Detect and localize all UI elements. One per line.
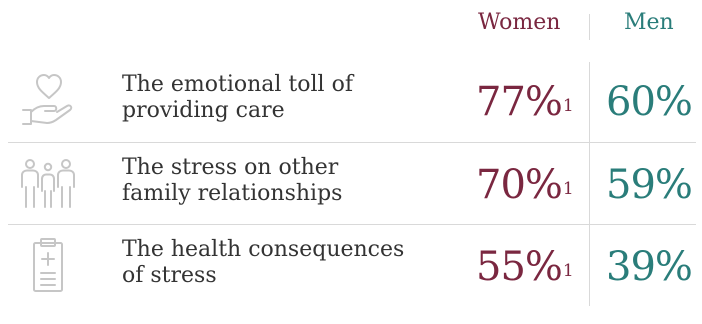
- row-label: The stress on other family relationships: [122, 155, 422, 207]
- row-label: The health consequences of stress: [122, 237, 422, 289]
- table-row: The emotional toll of providing care 77%…: [0, 60, 702, 140]
- footnote-marker: 1: [562, 179, 574, 199]
- row-divider: [8, 224, 696, 225]
- women-percent: 70%: [476, 162, 563, 208]
- table-row: The health consequences of stress 55%1 3…: [0, 225, 702, 305]
- column-divider: [589, 62, 590, 306]
- row-label: The emotional toll of providing care: [122, 72, 422, 124]
- column-header-men: Men: [624, 10, 674, 35]
- row-label-line: of stress: [122, 263, 217, 288]
- family-icon: [16, 151, 80, 215]
- footnote-marker: 1: [562, 96, 574, 116]
- women-value: 70%1: [476, 163, 574, 207]
- women-percent: 77%: [476, 79, 563, 125]
- row-label-line: providing care: [122, 98, 285, 123]
- column-header-women: Women: [478, 10, 561, 35]
- heart-in-hand-icon: [16, 68, 80, 132]
- women-value: 77%1: [476, 80, 574, 124]
- column-divider: [589, 14, 590, 40]
- footnote-marker: 1: [562, 261, 574, 281]
- women-value: 55%1: [476, 245, 574, 289]
- row-label-line: The emotional toll of: [122, 72, 353, 97]
- row-label-line: The stress on other: [122, 155, 339, 180]
- women-percent: 55%: [476, 244, 563, 290]
- men-value: 39%: [606, 244, 693, 290]
- row-divider: [8, 142, 696, 143]
- row-label-line: The health consequences: [122, 237, 405, 262]
- table-row: The stress on other family relationships…: [0, 143, 702, 223]
- men-value: 59%: [606, 162, 693, 208]
- men-value: 60%: [606, 79, 693, 125]
- medical-clipboard-icon: [16, 233, 80, 297]
- row-label-line: family relationships: [122, 181, 343, 206]
